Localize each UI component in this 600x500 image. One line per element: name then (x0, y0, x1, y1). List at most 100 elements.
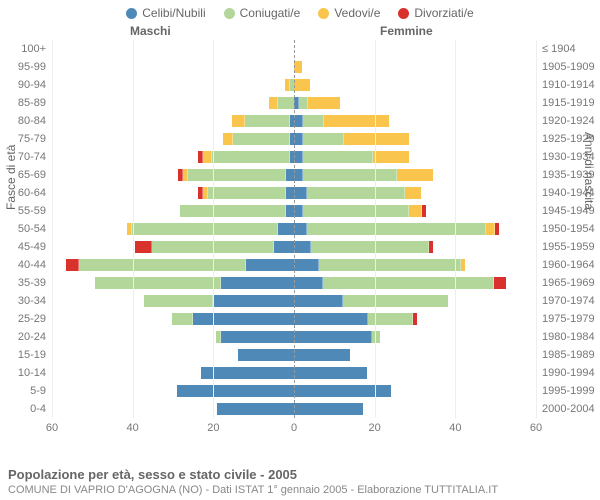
seg-celibi (238, 349, 294, 361)
gridline (455, 40, 456, 418)
seg-divorziati (495, 223, 499, 235)
birth-label: 1960-1964 (536, 259, 600, 271)
gridline (536, 40, 537, 418)
seg-celibi (294, 331, 372, 343)
male-bar (52, 115, 294, 127)
female-bar (294, 115, 536, 127)
female-bar (294, 43, 536, 55)
seg-coniugati (323, 277, 493, 289)
chart-subtitle: COMUNE DI VAPRIO D'AGOGNA (NO) - Dati IS… (8, 484, 498, 496)
birth-label: 1920-1924 (536, 115, 600, 127)
seg-divorziati (135, 241, 152, 253)
age-label: 70-74 (10, 151, 52, 163)
seg-vedovi (308, 97, 340, 109)
seg-celibi (193, 313, 294, 325)
seg-celibi (294, 367, 367, 379)
seg-celibi (294, 151, 303, 163)
chart-title: Popolazione per età, sesso e stato civil… (8, 467, 498, 482)
female-bar (294, 313, 536, 325)
x-axis-labels: 6040200204060 (52, 422, 536, 438)
seg-coniugati (303, 205, 409, 217)
male-bar (52, 241, 294, 253)
seg-coniugati (132, 223, 278, 235)
female-bar (294, 385, 536, 397)
x-tick-label: 0 (291, 422, 297, 434)
age-label: 95-99 (10, 61, 52, 73)
seg-divorziati (429, 241, 433, 253)
center-axis (294, 40, 295, 418)
birth-label: 1980-1984 (536, 331, 600, 343)
x-tick-label: 40 (127, 422, 139, 434)
seg-vedovi (294, 79, 310, 91)
age-label: 15-19 (10, 349, 52, 361)
seg-celibi (294, 277, 323, 289)
seg-vedovi (409, 205, 422, 217)
seg-coniugati (278, 97, 294, 109)
seg-vedovi (461, 259, 465, 271)
swatch-icon (224, 8, 235, 19)
male-bar (52, 205, 294, 217)
seg-divorziati (66, 259, 79, 271)
birth-label: 1945-1949 (536, 205, 600, 217)
age-label: 25-29 (10, 313, 52, 325)
seg-coniugati (307, 187, 405, 199)
legend-item-vedovi: Vedovi/e (318, 6, 380, 20)
seg-vedovi (324, 115, 389, 127)
seg-celibi (294, 169, 303, 181)
seg-celibi (201, 367, 294, 379)
male-bar (52, 151, 294, 163)
female-bar (294, 241, 536, 253)
male-bar (52, 187, 294, 199)
seg-celibi (294, 259, 319, 271)
x-tick-label: 20 (369, 422, 381, 434)
male-bar (52, 295, 294, 307)
seg-divorziati (494, 277, 506, 289)
seg-vedovi (486, 223, 495, 235)
x-tick-label: 20 (207, 422, 219, 434)
seg-celibi (213, 295, 294, 307)
seg-celibi (278, 223, 294, 235)
seg-celibi (294, 295, 343, 307)
seg-vedovi (269, 97, 278, 109)
gridline (375, 40, 376, 418)
birth-label: 1970-1974 (536, 295, 600, 307)
male-bar (52, 223, 294, 235)
birth-label: 1965-1969 (536, 277, 600, 289)
gridline (52, 40, 53, 418)
age-label: 50-54 (10, 223, 52, 235)
x-axis: 6040200204060 (52, 422, 536, 444)
female-bar (294, 169, 536, 181)
female-bar (294, 133, 536, 145)
legend-label: Coniugati/e (240, 6, 301, 20)
seg-celibi (294, 205, 303, 217)
seg-vedovi (294, 61, 302, 73)
column-headers: Maschi Femmine (0, 24, 600, 40)
birth-label: 1925-1929 (536, 133, 600, 145)
female-bar (294, 151, 536, 163)
age-label: 35-39 (10, 277, 52, 289)
male-bar (52, 259, 294, 271)
seg-vedovi (203, 151, 212, 163)
birth-label: 2000-2004 (536, 403, 600, 415)
swatch-icon (318, 8, 329, 19)
seg-coniugati (95, 277, 221, 289)
x-tick-label: 60 (530, 422, 542, 434)
female-bar (294, 97, 536, 109)
female-bar (294, 187, 536, 199)
male-bar (52, 169, 294, 181)
female-bar (294, 295, 536, 307)
male-bar (52, 79, 294, 91)
seg-coniugati (144, 295, 214, 307)
pyramid-chart: 100+≤ 190495-991905-190990-941910-191485… (52, 40, 536, 440)
legend-label: Divorziati/e (414, 6, 473, 20)
seg-celibi (246, 259, 294, 271)
seg-celibi (221, 277, 294, 289)
seg-celibi (294, 349, 350, 361)
seg-celibi (286, 205, 294, 217)
female-bar (294, 403, 536, 415)
seg-celibi (274, 241, 294, 253)
seg-coniugati (343, 295, 448, 307)
seg-celibi (294, 313, 368, 325)
seg-vedovi (223, 133, 232, 145)
male-bar (52, 313, 294, 325)
